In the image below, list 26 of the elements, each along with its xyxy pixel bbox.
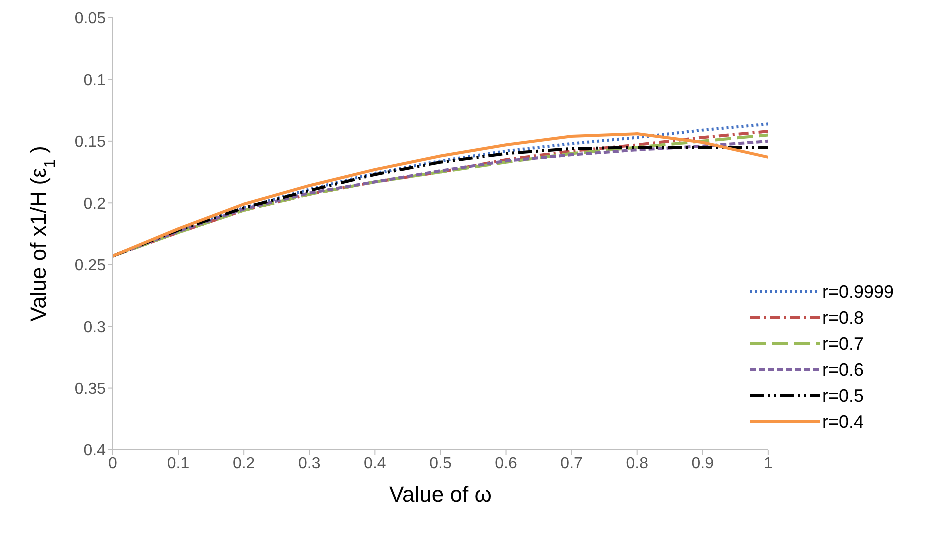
legend-label: r=0.5 bbox=[822, 386, 864, 406]
legend-label: r=0.9999 bbox=[822, 282, 894, 302]
legend-label: r=0.7 bbox=[822, 334, 864, 354]
y-tick-label: 0.1 bbox=[84, 72, 106, 90]
y-tick-label: 0.05 bbox=[74, 10, 106, 28]
x-tick-label: 0.1 bbox=[167, 455, 190, 472]
x-tick-label: 0.2 bbox=[232, 455, 256, 472]
y-tick-label: 0.2 bbox=[84, 196, 106, 213]
x-tick-label: 0.8 bbox=[626, 455, 649, 472]
y-tick-label: 0.15 bbox=[74, 134, 106, 152]
legend-label: r=0.4 bbox=[822, 412, 864, 432]
y-tick-label: 0.35 bbox=[74, 380, 106, 398]
legend-label: r=0.8 bbox=[822, 308, 864, 328]
y-tick-label: 0.3 bbox=[84, 319, 106, 336]
x-tick-label: 0.6 bbox=[495, 455, 518, 472]
x-axis-title: Value of ω bbox=[390, 482, 492, 507]
x-tick-label: 0.5 bbox=[430, 455, 452, 472]
x-tick-label: 0.4 bbox=[364, 455, 386, 472]
x-tick-label: 0.3 bbox=[298, 455, 321, 472]
y-tick-label: 0.25 bbox=[74, 258, 106, 275]
x-tick-label: 0.7 bbox=[560, 455, 584, 472]
y-tick-label: 0.4 bbox=[84, 442, 106, 460]
x-tick-label: 0.9 bbox=[692, 455, 714, 472]
legend-label: r=0.6 bbox=[822, 360, 864, 380]
x-tick-label: 1 bbox=[764, 455, 773, 472]
x-tick-label: 0 bbox=[108, 455, 118, 472]
